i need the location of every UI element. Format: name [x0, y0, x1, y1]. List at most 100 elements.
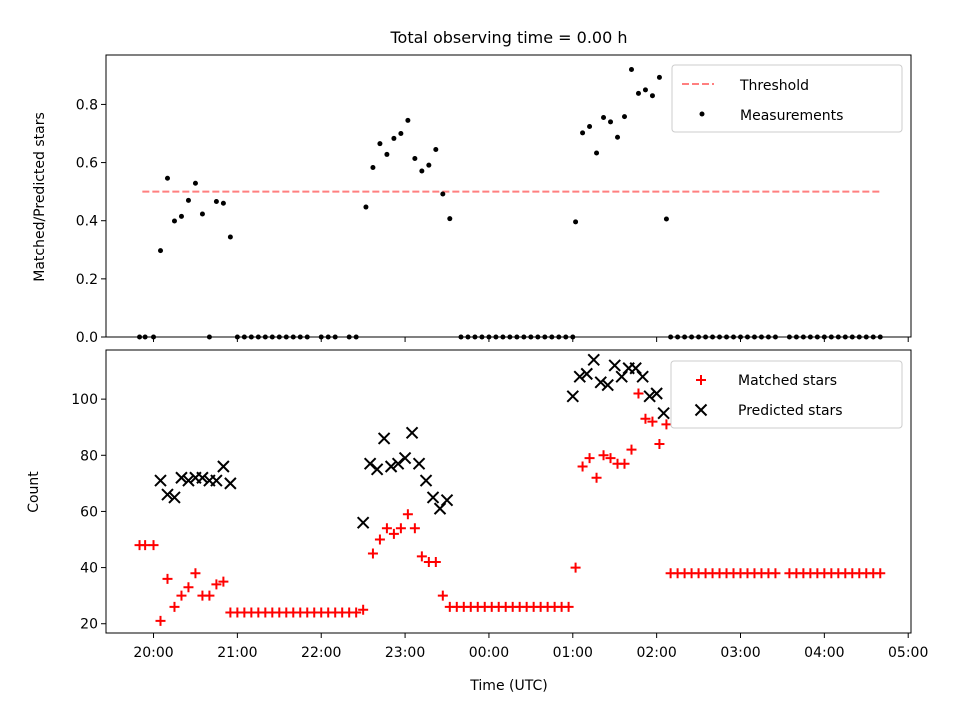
- measurement-point: [601, 115, 607, 121]
- matched-star-point: [395, 523, 406, 534]
- predicted-star-point: [377, 432, 391, 445]
- measurement-point: [426, 162, 432, 168]
- x-tick-label: 22:00: [301, 645, 341, 661]
- predicted-star-point: [594, 376, 607, 389]
- measurement-point: [199, 211, 205, 217]
- measurement-point: [171, 218, 177, 224]
- bottom-ytick-label: 100: [71, 392, 98, 408]
- predicted-star-point: [224, 477, 237, 490]
- top-y-ticks: 0.0 0.2 0.4 0.6 0.8: [76, 97, 106, 346]
- bottom-y-axis-label: Count: [26, 471, 42, 513]
- measurement-point: [863, 334, 869, 340]
- predicted-stars-points: [154, 353, 670, 529]
- measurement-point: [255, 334, 261, 340]
- measurement-point: [682, 334, 688, 340]
- measurement-point: [486, 334, 492, 340]
- measurement-point: [703, 334, 709, 340]
- x-tick-label: 21:00: [217, 645, 257, 661]
- measurement-point: [870, 334, 876, 340]
- measurement-point: [227, 234, 233, 240]
- matched-star-point: [358, 604, 369, 615]
- measurement-point: [786, 334, 792, 340]
- matched-star-point: [584, 453, 595, 464]
- measurement-point: [635, 90, 641, 96]
- matched-star-point: [190, 568, 201, 579]
- measurement-point: [663, 216, 669, 222]
- measurement-point: [751, 334, 757, 340]
- measurement-point: [440, 191, 446, 197]
- measurement-point: [656, 74, 662, 80]
- bottom-panel: 20 40 60 80 100 20:00 21:00 22:00 23:00 00:00 01:…: [26, 349, 928, 694]
- matched-star-point: [626, 444, 637, 455]
- measurement-point: [675, 334, 681, 340]
- predicted-star-point: [636, 370, 649, 383]
- measurement-point: [405, 117, 411, 123]
- measurement-point: [877, 334, 883, 340]
- matched-star-point: [140, 540, 151, 551]
- measurement-point: [185, 197, 191, 203]
- predicted-star-point: [161, 488, 174, 501]
- matched-star-point: [437, 590, 448, 601]
- matched-star-point: [402, 509, 413, 520]
- measurement-point: [142, 334, 148, 340]
- matched-star-point: [211, 579, 222, 590]
- measurement-point: [213, 199, 219, 205]
- measurement-point: [377, 141, 383, 147]
- matched-star-point: [155, 615, 166, 626]
- measurement-point: [220, 200, 226, 206]
- top-panel: Total observing time = 0.00 h 0.00.20.40…: [32, 28, 912, 346]
- bottom-legend: Matched stars Predicted stars: [670, 360, 903, 429]
- measurement-point: [234, 334, 240, 340]
- legend-measurements-swatch: [699, 111, 705, 117]
- legend-threshold-label: Threshold: [739, 78, 809, 94]
- matched-star-point: [162, 573, 173, 584]
- predicted-star-point: [587, 353, 600, 367]
- measurement-point: [528, 334, 534, 340]
- predicted-star-point: [426, 491, 440, 504]
- bottom-ytick-label: 20: [80, 617, 98, 633]
- measurement-point: [384, 151, 390, 157]
- measurement-point: [514, 334, 520, 340]
- bottom-x-ticks: 20:00 21:00 22:00 23:00 00:00 01:00 02:00 03:00…: [133, 633, 928, 661]
- measurement-point: [744, 334, 750, 340]
- matched-star-point: [430, 556, 441, 567]
- matched-star-point: [351, 607, 362, 618]
- predicted-star-point: [657, 406, 670, 420]
- matched-star-point: [640, 413, 651, 424]
- legend-matched-label: Matched stars: [738, 373, 837, 389]
- measurement-point: [828, 334, 834, 340]
- matched-star-point: [661, 419, 672, 430]
- predicted-star-point: [405, 426, 419, 440]
- top-ytick-label: 0.4: [76, 214, 98, 230]
- measurement-point: [158, 248, 164, 254]
- bottom-ytick-label: 80: [80, 448, 98, 464]
- predicted-star-point: [608, 359, 621, 372]
- predicted-star-point: [168, 491, 181, 504]
- measurement-point: [800, 334, 806, 340]
- top-ytick-label: 0.6: [76, 156, 98, 172]
- matched-star-point: [591, 472, 602, 483]
- bottom-y-ticks: 20 40 60 80 100: [71, 392, 106, 633]
- x-tick-label: 20:00: [133, 645, 173, 661]
- measurement-point: [765, 334, 771, 340]
- bottom-ytick-label: 40: [80, 561, 98, 577]
- measurement-point: [419, 168, 425, 174]
- matched-star-point: [176, 590, 187, 601]
- matched-star-point: [577, 461, 588, 472]
- x-tick-label: 03:00: [720, 645, 760, 661]
- measurement-point: [649, 93, 655, 99]
- measurement-point: [363, 204, 369, 210]
- measurement-point: [814, 334, 820, 340]
- top-ytick-label: 0.0: [76, 330, 98, 346]
- legend-measurements-label: Measurements: [740, 108, 843, 124]
- measurement-point: [248, 334, 254, 340]
- measurement-point: [472, 334, 478, 340]
- bottom-legend-box: [670, 360, 903, 429]
- measurement-point: [793, 334, 799, 340]
- predicted-star-point: [643, 390, 656, 403]
- measurement-point: [689, 334, 695, 340]
- measurement-point: [283, 334, 289, 340]
- predicted-star-point: [412, 457, 426, 470]
- predicted-star-point: [580, 367, 593, 381]
- measurement-point: [297, 334, 303, 340]
